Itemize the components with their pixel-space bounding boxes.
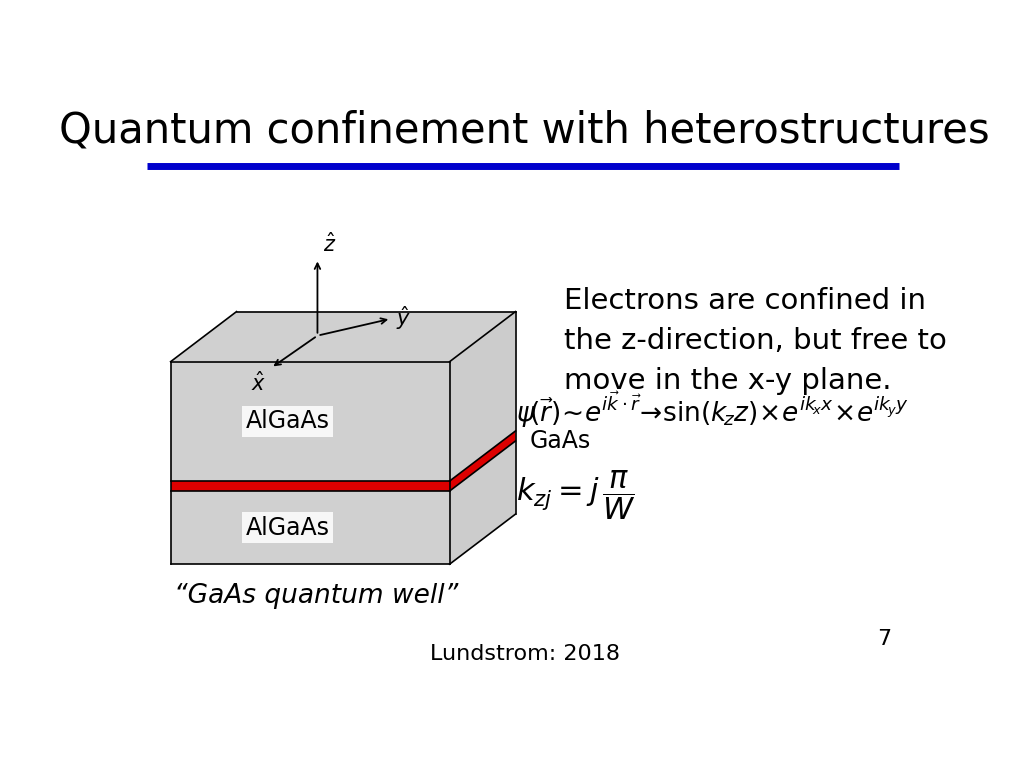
Polygon shape xyxy=(171,491,450,564)
Text: “GaAs quantum well”: “GaAs quantum well” xyxy=(174,584,459,610)
Polygon shape xyxy=(171,312,515,362)
Text: 7: 7 xyxy=(878,629,891,649)
Polygon shape xyxy=(450,431,515,491)
Polygon shape xyxy=(450,312,515,481)
Polygon shape xyxy=(450,441,515,564)
Text: $\hat{y}$: $\hat{y}$ xyxy=(396,305,412,333)
Text: Electrons are confined in
the z-direction, but free to
move in the x-y plane.: Electrons are confined in the z-directio… xyxy=(563,287,946,396)
Text: $\hat{x}$: $\hat{x}$ xyxy=(251,371,266,395)
Text: AlGaAs: AlGaAs xyxy=(246,515,330,540)
Text: $k_{zj} = j\,\dfrac{\pi}{W}$: $k_{zj} = j\,\dfrac{\pi}{W}$ xyxy=(515,468,635,521)
Text: Quantum confinement with heterostructures: Quantum confinement with heterostructure… xyxy=(59,110,990,151)
Polygon shape xyxy=(171,481,450,491)
Polygon shape xyxy=(171,362,450,481)
Text: AlGaAs: AlGaAs xyxy=(246,409,330,433)
Text: $\hat{z}$: $\hat{z}$ xyxy=(323,232,336,256)
Text: Lundstrom: 2018: Lundstrom: 2018 xyxy=(430,644,620,664)
Text: GaAs: GaAs xyxy=(529,429,591,453)
Text: $\psi\!\left(\vec{r}\right)\!\sim\! e^{i\vec{k}\cdot\vec{r}}\!\rightarrow\!\sin\: $\psi\!\left(\vec{r}\right)\!\sim\! e^{i… xyxy=(515,390,908,430)
